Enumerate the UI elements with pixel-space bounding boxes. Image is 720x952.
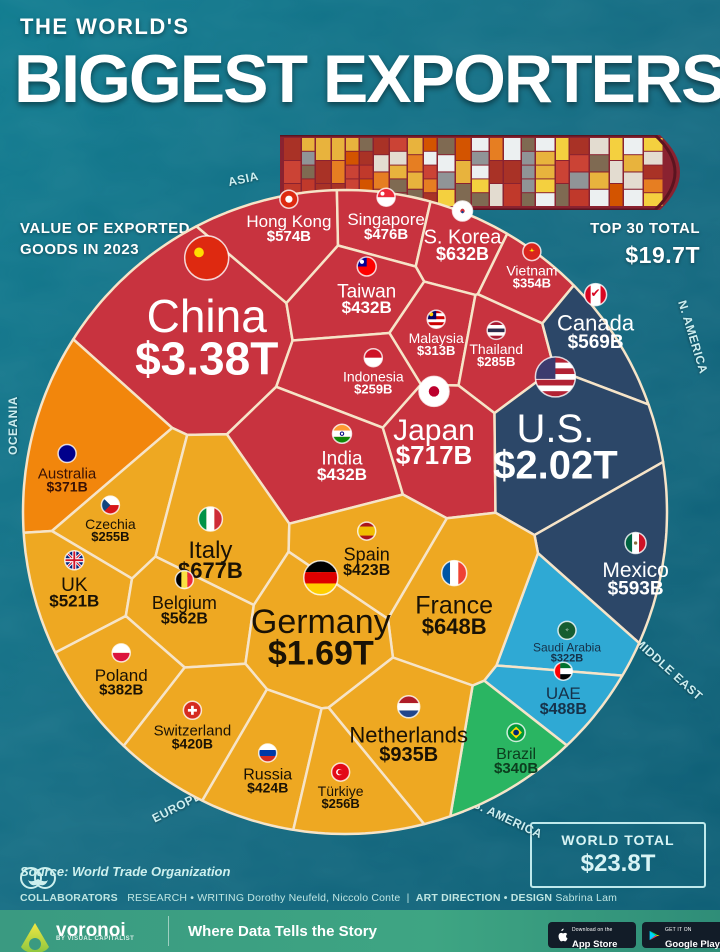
svg-text:$562B: $562B: [161, 611, 208, 628]
svg-text:$313B: $313B: [417, 343, 455, 358]
svg-text:$259B: $259B: [354, 382, 392, 397]
svg-text:$574B: $574B: [267, 228, 311, 245]
svg-text:$476B: $476B: [364, 226, 408, 243]
svg-text:✧: ✧: [565, 627, 569, 633]
svg-text:$1.69T: $1.69T: [268, 634, 374, 672]
svg-text:$488B: $488B: [540, 701, 587, 718]
svg-text:$432B: $432B: [342, 298, 392, 317]
svg-text:$255B: $255B: [91, 529, 129, 544]
svg-text:$648B: $648B: [422, 614, 487, 639]
svg-text:$420B: $420B: [172, 735, 213, 751]
svg-text:$717B: $717B: [396, 440, 473, 470]
svg-text:$2.02T: $2.02T: [493, 444, 618, 488]
svg-text:$322B: $322B: [551, 653, 583, 665]
svg-text:$371B: $371B: [46, 479, 87, 495]
svg-text:$424B: $424B: [247, 780, 288, 796]
svg-text:$256B: $256B: [321, 796, 359, 811]
svg-text:$340B: $340B: [494, 760, 538, 777]
svg-text:$382B: $382B: [99, 682, 143, 699]
svg-text:$632B: $632B: [436, 244, 489, 264]
svg-text:$3.38T: $3.38T: [135, 332, 278, 384]
svg-text:✔: ✔: [591, 286, 601, 300]
svg-text:$423B: $423B: [343, 562, 390, 579]
svg-text:$593B: $593B: [608, 579, 664, 600]
svg-text:$354B: $354B: [513, 275, 551, 290]
svg-text:$432B: $432B: [317, 465, 367, 484]
svg-text:$569B: $569B: [568, 332, 624, 353]
svg-text:$521B: $521B: [49, 592, 99, 611]
svg-text:$935B: $935B: [379, 744, 438, 766]
svg-text:$285B: $285B: [477, 354, 515, 369]
